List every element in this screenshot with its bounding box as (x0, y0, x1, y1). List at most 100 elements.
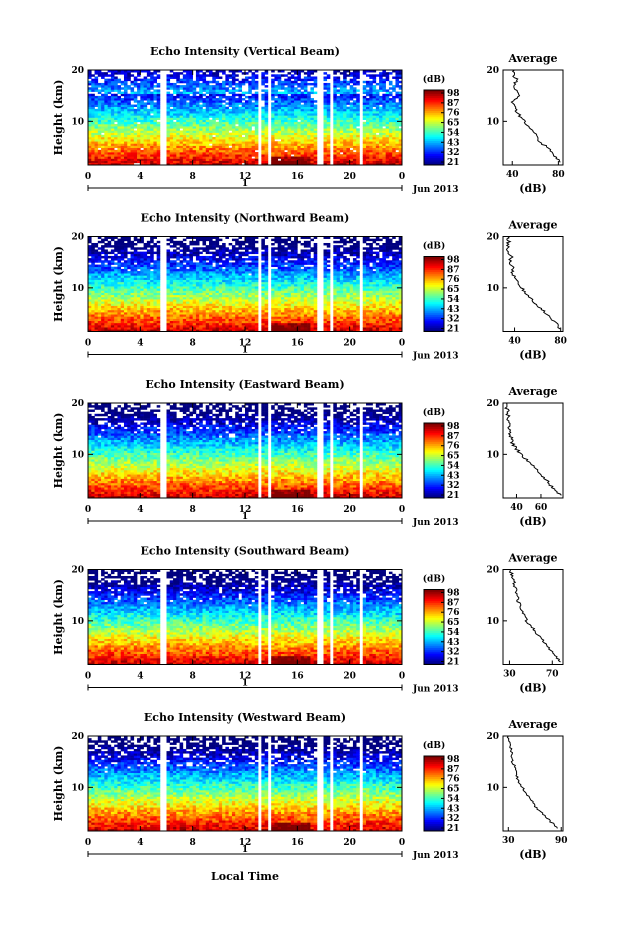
heatmap-cell (140, 70, 144, 73)
heatmap-cell (235, 325, 239, 328)
heatmap-cell (300, 149, 305, 153)
heatmap-cell (382, 106, 386, 110)
heatmap-cell (352, 309, 357, 313)
heatmap-cell (133, 307, 138, 311)
heatmap-cell (130, 154, 135, 157)
heatmap-cell (254, 160, 259, 164)
heatmap-cell (166, 325, 171, 328)
heatmap-cell (238, 329, 243, 332)
heatmap-cell (189, 128, 193, 131)
heatmap-cell (205, 113, 210, 116)
heatmap-cell (150, 316, 154, 319)
heatmap-cell (398, 123, 403, 127)
heatmap-cell (143, 160, 148, 164)
heatmap-cell (254, 108, 259, 112)
heatmap-cell (195, 158, 200, 161)
heatmap-cell (123, 111, 128, 114)
heatmap-cell (110, 152, 115, 155)
heatmap-cell (313, 299, 318, 302)
heatmap-cell (264, 325, 269, 328)
heatmap-cell (294, 119, 298, 123)
heatmap-cell (133, 305, 138, 309)
heatmap-cell (303, 154, 308, 157)
heatmap-cell (290, 119, 295, 123)
heatmap-cell (395, 85, 400, 88)
heatmap-cell (352, 93, 357, 97)
heatmap-cell (140, 82, 144, 86)
heatmap-cell (231, 128, 236, 131)
heatmap-cell (133, 134, 138, 138)
heatmap-cell (133, 98, 138, 101)
heatmap-cell (398, 314, 403, 317)
heatmap-cell (303, 149, 308, 153)
heatmap-cell (254, 325, 259, 328)
heatmap-cell (225, 136, 229, 140)
heatmap-cell (369, 85, 373, 88)
heatmap-cell (209, 132, 213, 136)
heatmap-cell (133, 318, 138, 322)
heatmap-cell (352, 162, 357, 166)
heatmap-cell (212, 296, 216, 300)
heatmap-cell (271, 108, 275, 112)
heatmap-cell (307, 160, 311, 164)
heatmap-cell (395, 102, 400, 105)
heatmap-cell (382, 309, 386, 313)
heatmap-cell (369, 70, 373, 73)
heatmap-cell (274, 136, 279, 140)
heatmap-cell (313, 139, 318, 142)
heatmap-cell (303, 87, 308, 90)
heatmap-cell (313, 154, 318, 157)
heatmap-cell (310, 143, 314, 146)
heatmap-cell (287, 145, 292, 149)
heatmap-cell (166, 102, 171, 105)
heatmap-cell (254, 158, 259, 161)
heatmap-cell (218, 95, 223, 99)
heatmap-cell (241, 82, 246, 86)
heatmap-cell (375, 301, 380, 304)
heatmap-cell (153, 132, 157, 136)
heatmap-cell (356, 117, 360, 120)
heatmap-cell (156, 93, 161, 97)
heatmap-cell (150, 76, 154, 79)
heatmap-cell (91, 325, 95, 328)
heatmap-cell (153, 143, 157, 146)
heatmap-cell (231, 117, 236, 120)
heatmap-cell (245, 78, 249, 82)
heatmap-cell (274, 305, 279, 309)
heatmap-cell (343, 134, 347, 138)
heatmap-cell (395, 72, 400, 75)
heatmap-cell (245, 314, 249, 317)
heatmap-cell (169, 296, 174, 300)
heatmap-cell (274, 325, 279, 328)
heatmap-cell (101, 121, 105, 125)
heatmap-cell (277, 95, 282, 99)
x-tick-label: 16 (291, 172, 304, 182)
heatmap-cell (123, 72, 128, 75)
heatmap-cell (372, 316, 377, 319)
heatmap-cell (375, 316, 380, 319)
heatmap-cell (261, 74, 265, 77)
heatmap-cell (91, 143, 95, 146)
heatmap-cell (264, 119, 269, 123)
heatmap-cell (169, 312, 174, 315)
heatmap-cell (290, 145, 295, 149)
heatmap-cell (245, 322, 249, 326)
heatmap-cell (349, 95, 354, 99)
heatmap-cell (241, 307, 246, 311)
heatmap-cell (146, 139, 151, 142)
colorbar-tick-label: 43 (447, 138, 460, 148)
heatmap-cell (385, 106, 390, 110)
heatmap-cell (379, 325, 383, 328)
heatmap-cell (395, 154, 400, 157)
heatmap-cell (195, 130, 200, 133)
heatmap-cell (339, 301, 344, 304)
heatmap-cell (307, 309, 311, 313)
heatmap-cell (254, 111, 259, 114)
heatmap-cell (202, 320, 207, 324)
heatmap-cell (173, 149, 177, 153)
heatmap-cell (372, 76, 377, 79)
heatmap-cell (97, 115, 102, 118)
heatmap-cell (97, 149, 102, 153)
heatmap-cell (352, 102, 357, 105)
heatmap-cell (245, 329, 249, 332)
